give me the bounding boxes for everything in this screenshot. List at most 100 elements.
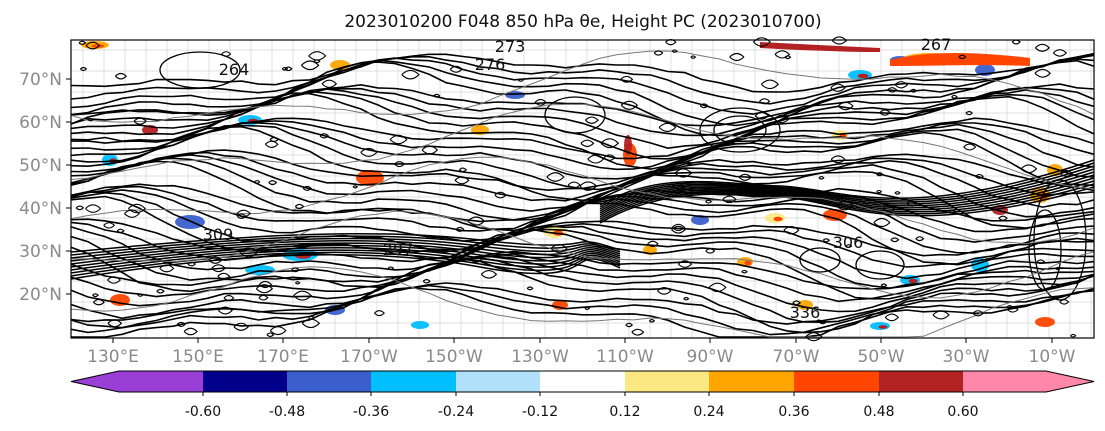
secondary-contour: [70, 50, 1095, 123]
height-contour: [70, 160, 1095, 232]
anomaly-patch: [691, 215, 709, 225]
jet-contour: [70, 247, 621, 271]
small-contour: [208, 256, 223, 264]
height-contour: [70, 52, 1095, 105]
small-contour: [845, 244, 853, 249]
colorbar-bin: [119, 371, 204, 392]
small-contour: [255, 284, 274, 294]
small-contour: [1059, 169, 1073, 177]
closed-contour: [713, 115, 767, 145]
small-contour: [294, 203, 305, 210]
contour-label: 276: [475, 55, 506, 74]
secondary-contour: [70, 103, 1095, 190]
lon-tick-label: 170°W: [340, 347, 398, 367]
small-contour: [281, 67, 289, 71]
colorbar-label: 0.48: [863, 404, 894, 420]
colorbar-bin: [287, 371, 372, 392]
small-contour: [156, 288, 165, 294]
anomaly-core: [908, 278, 918, 284]
small-contour: [546, 172, 565, 182]
anomaly-band: [760, 42, 880, 52]
colorbar-bin: [540, 371, 626, 392]
lon-tick-label: 130°W: [511, 347, 569, 367]
small-contour: [401, 69, 420, 80]
small-contour: [124, 209, 140, 218]
jet-contour: [599, 168, 1095, 212]
height-contour: [70, 284, 1095, 336]
closed-contour: [544, 96, 606, 134]
small-contour: [1070, 333, 1077, 338]
small-contour: [183, 327, 198, 336]
colorbar: [70, 370, 1095, 393]
lat-tick-label: 40°N: [19, 199, 62, 219]
small-contour: [455, 226, 465, 232]
lon-tick-label: 150°W: [425, 347, 483, 367]
map-frame: [70, 39, 1095, 339]
small-contour: [258, 280, 273, 289]
small-contour: [534, 99, 547, 106]
small-contour: [107, 319, 123, 328]
lon-tick-label: 30°W: [943, 347, 990, 367]
secondary-contour: [70, 266, 1095, 338]
height-contour: [70, 86, 1095, 137]
small-contour: [880, 283, 888, 288]
small-contour: [187, 261, 197, 267]
small-contour: [116, 228, 125, 233]
small-contour: [85, 204, 102, 213]
small-contour: [784, 55, 792, 60]
height-contour: [70, 54, 1095, 115]
small-contour: [729, 52, 745, 62]
small-contour: [600, 138, 620, 149]
small-contour: [743, 187, 760, 197]
small-contour: [128, 203, 146, 214]
contour-label: 267: [921, 35, 952, 54]
jet-contour: [70, 253, 621, 280]
small-contour: [269, 326, 287, 336]
height-contours: [70, 36, 1095, 342]
small-contour: [517, 78, 524, 82]
small-contour: [705, 248, 716, 254]
colorbar-extend-low: [71, 371, 119, 392]
height-contour: [70, 218, 1095, 257]
contour-label: 297: [383, 240, 414, 259]
small-contour: [998, 215, 1008, 221]
jet-contour: [599, 171, 1095, 214]
small-contour: [454, 176, 470, 185]
longitude-axis: 130°E 150°E 170°E 170°W 150°W 130°W 110°W 90°W 7…: [87, 338, 1076, 367]
jet-contour: [599, 180, 1095, 220]
small-contour: [671, 182, 686, 190]
anomaly-core: [773, 216, 783, 222]
jet-contour: [599, 162, 1095, 208]
colorbar-labels: -0.60 -0.48 -0.36 -0.24 -0.12 0.12 0.24 0.36 0.4…: [185, 392, 979, 420]
colorbar-label: -0.24: [438, 404, 474, 420]
small-contour: [394, 161, 405, 168]
small-contour: [103, 222, 116, 229]
small-contour: [236, 213, 247, 219]
small-contour: [78, 40, 87, 45]
small-contour: [894, 81, 909, 89]
contour-label: 264: [219, 60, 250, 79]
small-contour: [932, 310, 950, 320]
small-contour: [910, 88, 917, 93]
small-contour: [580, 139, 595, 147]
small-contour: [1035, 43, 1050, 52]
small-contour: [75, 205, 85, 211]
colorbar-label: -0.48: [269, 404, 305, 420]
small-contour: [792, 300, 801, 306]
small-contour: [805, 332, 823, 342]
latitude-axis: 20°N 30°N 40°N 50°N 60°N 70°N: [19, 70, 71, 305]
small-contour: [85, 41, 101, 50]
closed-contour: [799, 247, 841, 273]
anomaly-core: [91, 44, 105, 48]
anomaly-patch: [356, 170, 384, 186]
small-contour: [211, 264, 226, 273]
small-contour: [87, 118, 94, 122]
height-contour: [70, 228, 1095, 300]
anomaly-core: [857, 73, 869, 79]
anomaly-band: [890, 53, 1030, 66]
jet-contour: [70, 242, 621, 265]
small-contour: [159, 264, 175, 273]
colorbar-bin: [203, 371, 288, 392]
colorbar-label: 0.60: [947, 404, 978, 420]
